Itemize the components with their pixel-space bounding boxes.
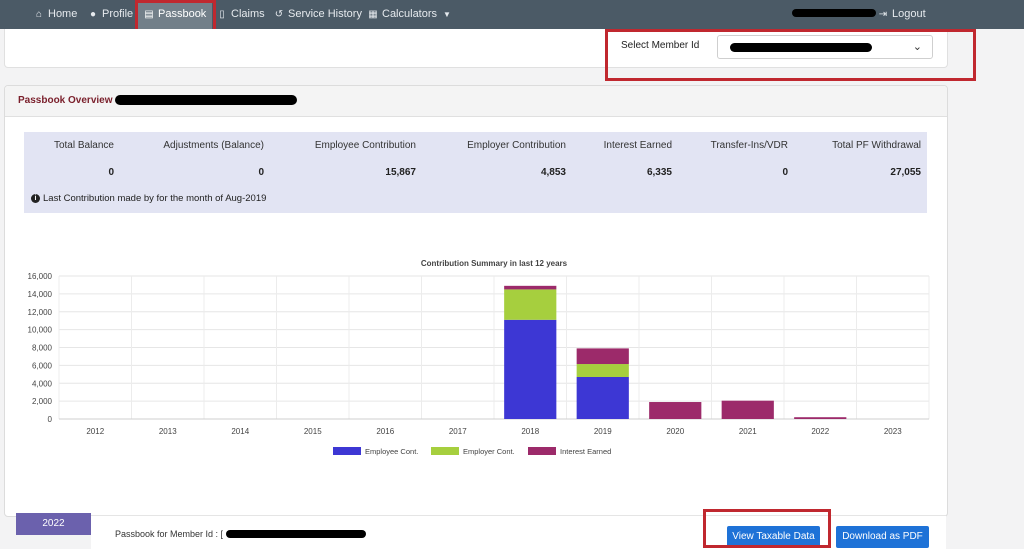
nav-calculators[interactable]: ▦ Calculators ▼ bbox=[368, 0, 451, 29]
calculator-icon: ▦ bbox=[368, 9, 378, 20]
nav-logout[interactable]: ⇥ Logout bbox=[878, 0, 926, 29]
y-tick-label: 0 bbox=[48, 415, 53, 424]
bar-2022-series-2 bbox=[794, 417, 847, 419]
value-total-balance: 0 bbox=[108, 167, 114, 178]
bar-2021-series-2 bbox=[721, 400, 774, 419]
y-tick-label: 12,000 bbox=[28, 308, 53, 317]
nav-service-history[interactable]: ↺ Service History bbox=[274, 0, 362, 29]
x-tick-label: 2012 bbox=[86, 427, 104, 436]
last-contribution-note: i Last Contribution made by for the mont… bbox=[31, 193, 266, 204]
bar-2020-series-2 bbox=[649, 402, 702, 419]
header-employer-contribution: Employer Contribution bbox=[467, 140, 566, 151]
nav-passbook[interactable]: ▤ Passbook bbox=[138, 0, 213, 29]
document-icon: ▯ bbox=[219, 9, 225, 20]
value-adjustments: 0 bbox=[258, 167, 264, 178]
caret-down-icon: ▼ bbox=[443, 10, 451, 19]
y-tick-label: 16,000 bbox=[28, 272, 53, 281]
header-adjustments: Adjustments (Balance) bbox=[163, 140, 264, 151]
legend-label-2: Interest Earned bbox=[560, 447, 611, 456]
y-tick-label: 10,000 bbox=[28, 326, 53, 335]
nav-claims-label: Claims bbox=[231, 8, 265, 20]
redacted-member-name bbox=[115, 95, 297, 105]
header-total-balance: Total Balance bbox=[53, 140, 114, 151]
nav-claims[interactable]: ▯ Claims bbox=[217, 0, 265, 29]
nav-home-label: Home bbox=[48, 8, 78, 20]
summary-band: Total Balance Adjustments (Balance) Empl… bbox=[24, 132, 927, 213]
nav-service-history-label: Service History bbox=[288, 8, 362, 20]
nav-logout-label: Logout bbox=[892, 8, 926, 20]
legend-swatch-2 bbox=[528, 447, 556, 455]
y-tick-label: 6,000 bbox=[32, 361, 53, 370]
value-employee-contribution: 15,867 bbox=[385, 167, 416, 178]
last-contribution-text: Last Contribution made by for the month … bbox=[43, 193, 267, 204]
overview-header: Passbook Overview bbox=[5, 86, 947, 117]
passbook-for-member: Passbook for Member Id : [ bbox=[115, 529, 367, 539]
user-icon: ● bbox=[89, 9, 97, 20]
info-icon: i bbox=[31, 194, 40, 203]
nav-passbook-label: Passbook bbox=[158, 8, 207, 20]
legend-swatch-0 bbox=[333, 447, 361, 455]
value-interest-earned: 6,335 bbox=[646, 167, 672, 178]
y-tick-label: 14,000 bbox=[28, 290, 53, 299]
nav-home[interactable]: ⌂ Home bbox=[34, 0, 77, 29]
x-tick-label: 2022 bbox=[811, 427, 829, 436]
x-tick-label: 2013 bbox=[159, 427, 177, 436]
legend-label-0: Employee Cont. bbox=[365, 447, 418, 456]
nav-profile[interactable]: ● Profile bbox=[88, 0, 133, 29]
history-icon: ↺ bbox=[274, 9, 284, 20]
y-tick-label: 2,000 bbox=[32, 397, 53, 406]
redacted-member-id-bottom bbox=[226, 530, 367, 538]
x-tick-label: 2021 bbox=[739, 427, 757, 436]
overview-title: Passbook Overview bbox=[18, 95, 113, 106]
value-transfer-ins: 0 bbox=[782, 167, 788, 178]
home-icon: ⌂ bbox=[35, 9, 43, 20]
chevron-down-icon: ⌄ bbox=[912, 41, 922, 53]
x-tick-label: 2019 bbox=[594, 427, 612, 436]
download-pdf-button[interactable]: Download as PDF bbox=[836, 526, 929, 548]
redacted-username bbox=[792, 9, 876, 17]
highlight-box-taxable bbox=[703, 509, 831, 548]
x-tick-label: 2014 bbox=[231, 427, 249, 436]
bar-2018-series-0 bbox=[504, 319, 557, 419]
header-employee-contribution: Employee Contribution bbox=[314, 140, 416, 151]
redacted-member-id bbox=[730, 43, 872, 52]
header-interest-earned: Interest Earned bbox=[603, 140, 672, 151]
x-tick-label: 2016 bbox=[376, 427, 394, 436]
logout-icon: ⇥ bbox=[878, 9, 888, 20]
highlight-box-member bbox=[605, 29, 976, 81]
legend-swatch-1 bbox=[431, 447, 459, 455]
contribution-chart: Contribution Summary in last 12 years 0 2,… bbox=[28, 259, 930, 456]
bar-2019-series-1 bbox=[576, 364, 629, 377]
bar-2018-series-1 bbox=[504, 289, 557, 320]
y-tick-label: 4,000 bbox=[32, 379, 53, 388]
nav-profile-label: Profile bbox=[102, 8, 134, 20]
x-tick-label: 2018 bbox=[521, 427, 539, 436]
x-tick-label: 2017 bbox=[449, 427, 467, 436]
nav-calculators-label: Calculators bbox=[382, 8, 438, 20]
bar-2019-series-0 bbox=[576, 376, 629, 419]
chart-title: Contribution Summary in last 12 years bbox=[421, 259, 568, 268]
y-tick-label: 8,000 bbox=[32, 344, 53, 353]
x-tick-label: 2020 bbox=[666, 427, 684, 436]
member-select-label: Select Member Id bbox=[621, 40, 700, 51]
value-total-pf-withdrawal: 27,055 bbox=[890, 167, 921, 178]
member-id-select[interactable]: ⌄ bbox=[717, 35, 933, 59]
value-employer-contribution: 4,853 bbox=[540, 167, 566, 178]
legend-label-1: Employer Cont. bbox=[463, 447, 515, 456]
x-tick-label: 2023 bbox=[884, 427, 902, 436]
header-total-pf-withdrawal: Total PF Withdrawal bbox=[832, 140, 921, 151]
year-tab-2022[interactable]: 2022 bbox=[16, 513, 91, 535]
view-taxable-data-button[interactable]: View Taxable Data bbox=[727, 526, 820, 548]
bar-2018-series-2 bbox=[504, 285, 557, 290]
bar-2019-series-2 bbox=[576, 348, 629, 365]
header-transfer-ins: Transfer-Ins/VDR bbox=[710, 140, 788, 151]
top-navbar: ⌂ Home ● Profile ▤ Passbook ▯ Claims ↺ S… bbox=[0, 0, 1024, 29]
passbook-icon: ▤ bbox=[144, 9, 154, 20]
x-tick-label: 2015 bbox=[304, 427, 322, 436]
passbook-for-label: Passbook for Member Id : [ bbox=[115, 529, 224, 539]
